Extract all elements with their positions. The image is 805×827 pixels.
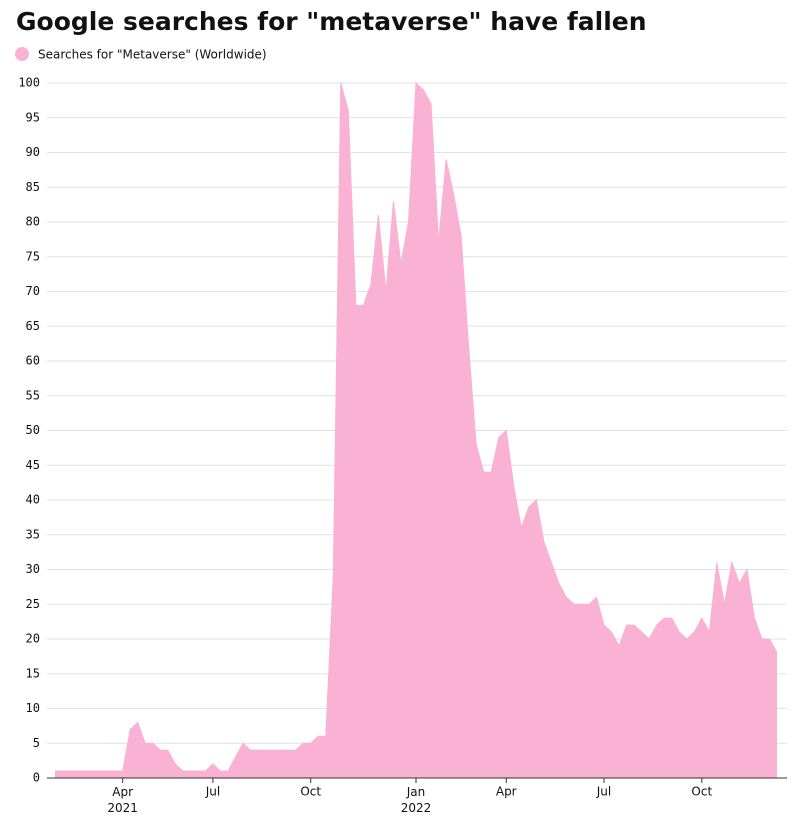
y-tick-label: 10 bbox=[26, 701, 40, 715]
y-tick-label: 20 bbox=[26, 632, 40, 646]
y-tick-label: 100 bbox=[18, 76, 40, 90]
x-tick-label: Oct bbox=[691, 785, 712, 799]
legend-label: Searches for "Metaverse" (Worldwide) bbox=[38, 48, 267, 62]
y-tick-label: 0 bbox=[33, 771, 40, 785]
x-tick-label: Oct bbox=[300, 785, 321, 799]
y-tick-label: 15 bbox=[26, 666, 40, 680]
y-tick-label: 45 bbox=[26, 458, 40, 472]
x-tick-label: Jul bbox=[205, 785, 220, 799]
y-tick-label: 50 bbox=[26, 423, 40, 437]
x-tick-label: Apr 2021 bbox=[107, 785, 138, 815]
y-tick-label: 75 bbox=[26, 249, 40, 263]
y-tick-label: 5 bbox=[33, 736, 40, 750]
y-tick-label: 60 bbox=[26, 354, 40, 368]
y-tick-label: 65 bbox=[26, 319, 40, 333]
y-tick-label: 80 bbox=[26, 215, 40, 229]
legend-swatch bbox=[15, 47, 29, 61]
chart-title: Google searches for "metaverse" have fal… bbox=[16, 7, 647, 36]
y-tick-label: 85 bbox=[26, 180, 40, 194]
y-tick-label: 30 bbox=[26, 562, 40, 576]
y-tick-label: 95 bbox=[26, 110, 40, 124]
y-tick-label: 55 bbox=[26, 388, 40, 402]
area-fill bbox=[55, 83, 777, 778]
y-tick-label: 40 bbox=[26, 493, 40, 507]
y-tick-label: 70 bbox=[26, 284, 40, 298]
x-tick-label: Jul bbox=[596, 785, 611, 799]
y-tick-label: 35 bbox=[26, 527, 40, 541]
x-tick-label: Apr bbox=[496, 785, 517, 799]
y-tick-label: 90 bbox=[26, 145, 40, 159]
y-tick-label: 25 bbox=[26, 597, 40, 611]
x-tick-label: Jan 2022 bbox=[401, 785, 432, 815]
area-line bbox=[55, 81, 778, 772]
